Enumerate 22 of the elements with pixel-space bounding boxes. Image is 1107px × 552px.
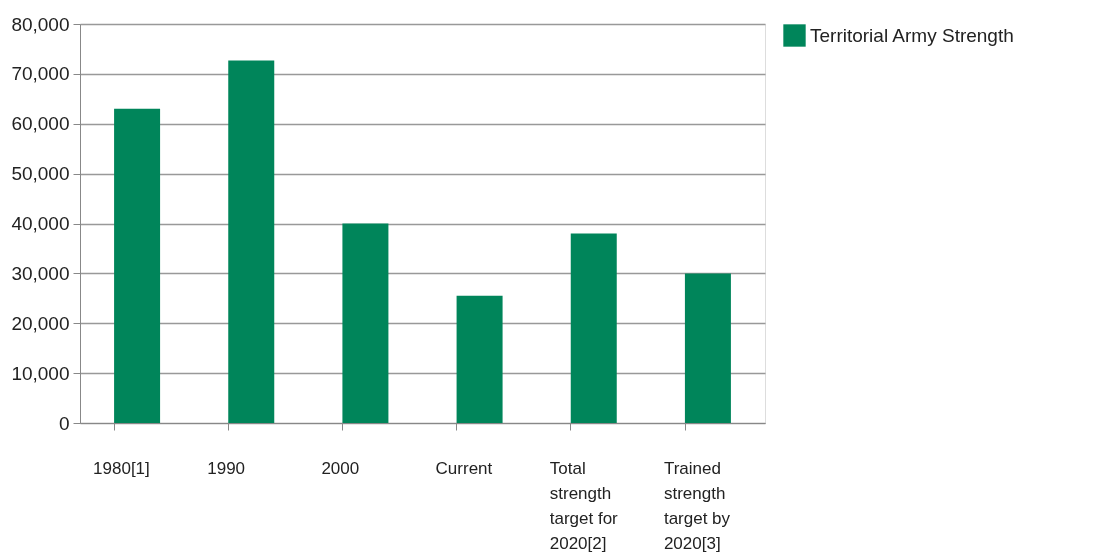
bar [114,108,161,423]
x-tick-label: 2000 [321,458,360,478]
y-tick-label: 80,000 [11,13,70,35]
legend-label: Territorial Army Strength [810,24,1014,46]
y-tick-label: 0 [58,412,70,434]
y-tick-label: 30,000 [11,262,70,284]
x-tick-label: Trained strength target by 2020[3] [663,458,731,552]
y-tick-label: 70,000 [11,63,70,85]
bar [228,60,275,423]
bar [684,273,731,423]
bar [342,223,389,423]
x-tick-label: Current [435,458,493,478]
bar [456,295,503,423]
x-tick-label: 1980[1] [93,458,150,478]
y-tick-label: 10,000 [11,362,70,384]
bar [570,233,617,423]
y-tick-label: 50,000 [11,163,70,185]
y-tick-label: 20,000 [11,312,70,334]
x-tick-label: Total strength target for 2020[2] [549,458,619,552]
x-tick-label: 1990 [207,458,246,478]
y-tick-label: 60,000 [11,113,70,135]
y-tick-label: 40,000 [11,213,70,234]
